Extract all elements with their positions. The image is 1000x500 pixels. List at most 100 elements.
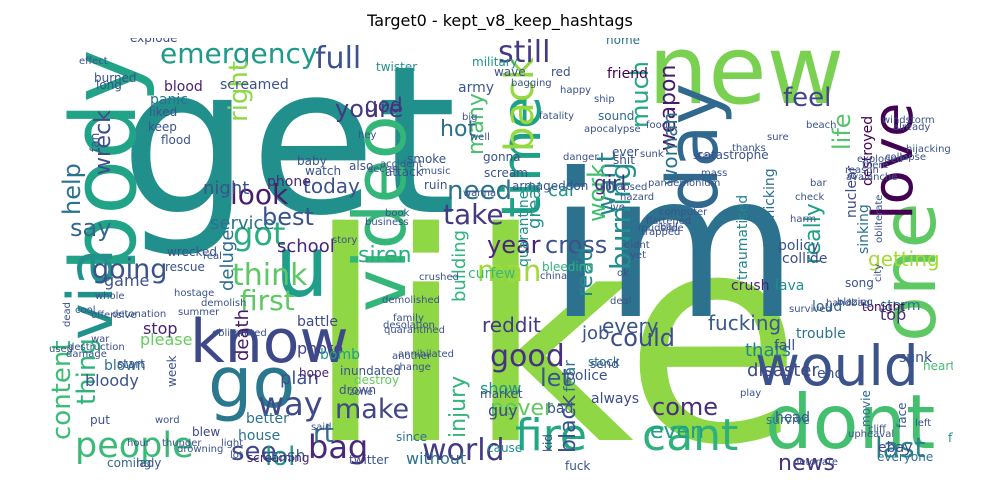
word-movie: movie xyxy=(859,390,873,427)
word-put: put xyxy=(90,413,110,427)
word-love: love xyxy=(861,103,926,220)
word-wanna: wanna xyxy=(463,188,496,199)
word-first: first xyxy=(240,284,295,317)
word-cool: cool xyxy=(75,305,96,316)
word-thing: thing xyxy=(72,338,102,405)
word-right: right xyxy=(224,61,254,122)
word-armageddon: armageddon xyxy=(512,179,588,193)
word-another: another xyxy=(392,351,432,362)
word-even: even xyxy=(650,419,704,444)
word-every: every xyxy=(602,314,659,338)
word-back: back xyxy=(497,56,543,152)
word-would: would xyxy=(755,334,919,398)
word-feel: feel xyxy=(783,83,831,113)
word-sound: sound xyxy=(598,109,634,123)
word-desolation: desolation xyxy=(383,320,435,331)
word-already: already xyxy=(893,122,930,133)
word-accident: accident xyxy=(380,159,423,170)
word-look: look xyxy=(230,178,289,211)
word-good: good xyxy=(490,339,565,374)
word-never: never xyxy=(490,396,554,421)
word-mudslide: mudslide xyxy=(638,223,684,234)
word-hijacking: hijacking xyxy=(906,144,951,155)
word-ok: ok xyxy=(617,268,629,279)
word-quarantine: quarantine xyxy=(516,191,532,267)
word-damage: damage xyxy=(66,349,107,360)
word-week: week xyxy=(165,355,179,387)
word-screaming: screaming xyxy=(247,451,310,465)
word-ive: ive xyxy=(610,202,625,213)
word-flattened: flattened xyxy=(646,216,691,227)
word-burning: burning xyxy=(604,162,637,270)
word-loud: loud xyxy=(812,299,842,315)
word-zone: zone xyxy=(349,387,373,398)
word-wrecked: wrecked xyxy=(167,245,217,259)
word-crushed: crushed xyxy=(419,272,459,283)
word-cliff: cliff xyxy=(868,424,887,435)
word-survived: survived xyxy=(789,304,832,315)
word-school: school xyxy=(277,236,335,257)
word-lol: lol xyxy=(265,442,295,472)
word-like: like xyxy=(305,172,802,500)
word-handbag: handbag xyxy=(826,298,870,309)
word-summer: summer xyxy=(178,307,220,318)
word-tonight: tonight xyxy=(862,300,905,314)
word-bad: bad xyxy=(547,401,573,417)
word-fan: fan xyxy=(88,133,102,152)
word-take: take xyxy=(443,198,504,231)
word-thats: thats xyxy=(745,340,791,361)
word-lady: lady xyxy=(136,456,161,470)
word-attack: attack xyxy=(385,165,423,179)
word-blown: blown xyxy=(104,358,146,374)
word-quarantined: quarantined xyxy=(384,325,445,336)
word-better: better xyxy=(246,411,289,427)
word-sunk: sunk xyxy=(899,350,933,366)
word-death: death xyxy=(232,309,253,361)
word-stock: stock xyxy=(588,355,620,369)
word-full: full xyxy=(315,41,361,76)
word-cause: cause xyxy=(487,441,522,455)
word-windstorm: windstorm xyxy=(882,115,935,126)
word-hot: hot xyxy=(440,117,476,142)
word-collapsed: collapsed xyxy=(600,182,647,193)
word-city: city xyxy=(873,264,884,282)
word-one: one xyxy=(865,202,953,342)
word-disaster: disaster xyxy=(747,360,819,381)
word-body: body xyxy=(52,49,157,272)
word-top: top xyxy=(880,305,906,324)
word-bomb: bomb xyxy=(320,347,360,363)
word-kid: kid xyxy=(541,434,555,452)
word-end: end xyxy=(817,366,843,382)
word-happy: happy xyxy=(560,85,591,96)
word-dont: dont xyxy=(765,378,935,466)
word-catastrophe: catastrophe xyxy=(697,148,769,162)
word-fire: fire xyxy=(515,410,587,461)
word-going: going xyxy=(92,254,167,285)
word-fucking: fucking xyxy=(708,311,781,335)
word-flood: flood xyxy=(161,133,191,147)
word-via: via xyxy=(54,248,127,340)
word-deluge: deluge xyxy=(217,230,238,291)
word-obliterate: obliterate xyxy=(874,195,885,243)
word-gonna: gonna xyxy=(483,150,521,164)
word-u: u xyxy=(275,218,329,317)
word-twitter: twitter xyxy=(349,453,389,467)
word-house: house xyxy=(238,428,280,444)
word-make: make xyxy=(335,394,409,425)
word-flame: flame xyxy=(948,431,982,445)
word-traumatised: traumatised xyxy=(735,195,751,280)
word-weapon: weapon xyxy=(656,65,681,151)
word-war: war xyxy=(91,334,110,345)
word-curfew: curfew xyxy=(468,266,515,282)
word-battle: battle xyxy=(297,314,338,330)
word-year: year xyxy=(487,231,541,259)
word-man: man xyxy=(477,254,541,288)
word-blood: blood xyxy=(164,79,203,95)
word-liked: liked xyxy=(149,105,177,119)
word-plan: plan xyxy=(280,368,319,389)
word-please: please xyxy=(140,330,192,349)
word-best: best xyxy=(262,203,314,231)
word-storm: storm xyxy=(880,298,921,314)
word-without: without xyxy=(406,449,466,468)
word-bag: bag xyxy=(308,428,368,466)
